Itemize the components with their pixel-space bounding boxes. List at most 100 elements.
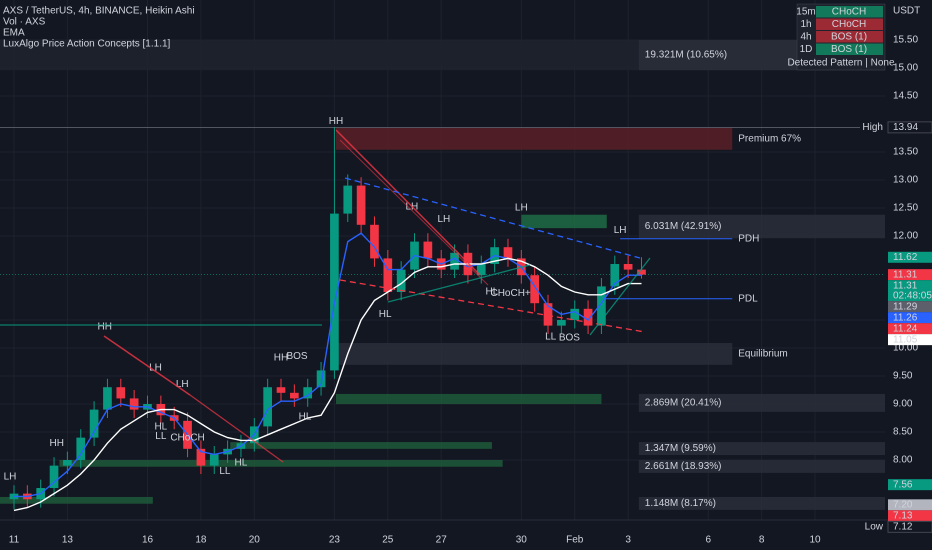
trend-line	[103, 335, 191, 396]
price-badge-label: 11.31	[893, 269, 918, 280]
candle-body	[503, 247, 513, 259]
ema-line	[13, 257, 642, 512]
x-tick-label: 11	[9, 535, 20, 546]
table-state: CHoCH	[832, 7, 866, 18]
table-state-bg	[816, 6, 883, 18]
y-tick-label: 10.00	[893, 343, 918, 354]
structure-label: LH	[614, 225, 627, 236]
structure-label: BOS	[286, 351, 307, 362]
x-tick-label: 18	[195, 535, 207, 546]
structure-label: HH	[98, 321, 112, 332]
y-tick-label: 8.00	[893, 455, 913, 466]
price-badge	[888, 499, 932, 511]
structure-label: CHoCH	[170, 432, 204, 443]
trend-line	[589, 257, 651, 336]
candle-body	[290, 392, 299, 399]
zone	[638, 460, 885, 473]
candle-body	[583, 308, 593, 326]
candle-body	[129, 398, 139, 410]
structure-label: HH	[274, 353, 288, 364]
x-tick-label: 10	[809, 535, 821, 546]
ema-line	[14, 232, 642, 498]
candle-body	[383, 258, 393, 293]
structure-label: LH	[4, 471, 17, 482]
candle-body	[89, 409, 99, 438]
zone	[638, 393, 885, 412]
price-badge-label: 11.31	[893, 280, 918, 291]
structure-label: LH	[176, 379, 189, 390]
structure-label: HL	[299, 412, 312, 423]
price-badge	[888, 280, 932, 302]
trend-line	[189, 394, 284, 463]
trend-line	[335, 129, 481, 276]
y-tick-label: 12.00	[893, 231, 918, 242]
chart-title: AXS / TetherUS, 4h, BINANCE, Heikin Ashi	[3, 6, 195, 17]
structure-label: HL	[235, 457, 248, 468]
y-axis-label: USDT	[893, 6, 920, 17]
structure-label: LH	[437, 214, 450, 225]
table-timeframe: 4h	[800, 32, 811, 43]
y-tick-label: 9.00	[893, 399, 913, 410]
table-timeframe: 1h	[800, 19, 811, 30]
zone	[521, 214, 607, 229]
trend-line	[339, 279, 646, 333]
candle-body	[116, 387, 126, 399]
table-state: CHoCH	[832, 19, 866, 30]
candle-body	[610, 264, 620, 287]
candle-body	[543, 303, 553, 326]
trend-line	[344, 177, 641, 259]
price-tag: High	[862, 122, 883, 133]
y-tick-label: 12.50	[893, 203, 918, 214]
price-badge	[887, 520, 932, 533]
structure-label: LL	[219, 466, 231, 477]
candle-body	[343, 185, 353, 214]
structure-label: HH	[49, 438, 63, 449]
candle-body	[263, 387, 272, 427]
price-badge	[888, 334, 932, 346]
y-tick-label: 8.50	[893, 427, 913, 438]
level-label: PDL	[738, 293, 758, 304]
zone	[638, 442, 885, 455]
price-badge-label: 11.24	[893, 323, 918, 334]
zone-label: Premium 67%	[738, 133, 801, 144]
table-state-bg	[816, 18, 883, 30]
price-badge-label: 11.29	[893, 301, 918, 312]
plot-area: 19.321M (10.65%) Premium 67% 6.031M (42.91…	[0, 0, 885, 520]
structure-label: CHoCH+	[490, 288, 530, 299]
candle-body	[196, 448, 206, 466]
structure-label: BOS	[559, 333, 580, 344]
zone-label: 1.148M (8.17%)	[645, 498, 716, 509]
candle-body	[63, 460, 72, 466]
price-badge-label: 7.12	[893, 521, 913, 532]
x-tick-label: 25	[382, 535, 394, 546]
x-tick-label: 27	[436, 535, 448, 546]
structure-label: HL	[154, 422, 167, 433]
legend-line: Vol · AXS	[3, 17, 46, 28]
zone-label: Equilibrium	[738, 349, 787, 360]
x-tick-label: 30	[516, 535, 528, 546]
price-badge-label: 11.62	[893, 252, 918, 263]
candle-body	[330, 213, 339, 371]
candle-body	[450, 252, 459, 270]
y-tick-label: 15.50	[893, 35, 918, 46]
price-tag-bg	[860, 521, 886, 533]
structure-label: HL	[379, 309, 392, 320]
price-badge-label: 11.26	[893, 312, 918, 323]
structure-label: LL	[545, 331, 557, 342]
price-badge	[888, 510, 932, 522]
candle-body	[276, 387, 286, 393]
table-pattern: Detected Pattern | None	[787, 58, 895, 69]
price-countdown: 02:48:05	[893, 290, 932, 301]
candle-body	[570, 308, 580, 321]
x-tick-label: 20	[249, 535, 261, 546]
price-tag-bg	[860, 121, 886, 133]
zone-label: 6.031M (42.91%)	[645, 221, 722, 232]
candle-body	[316, 370, 326, 388]
zone	[638, 496, 885, 510]
x-tick-label: 23	[329, 535, 341, 546]
structure-label: LL	[155, 431, 167, 442]
y-tick-label: 9.50	[893, 371, 913, 382]
legend-line: LuxAlgo Price Action Concepts [1.1.1]	[3, 39, 171, 50]
